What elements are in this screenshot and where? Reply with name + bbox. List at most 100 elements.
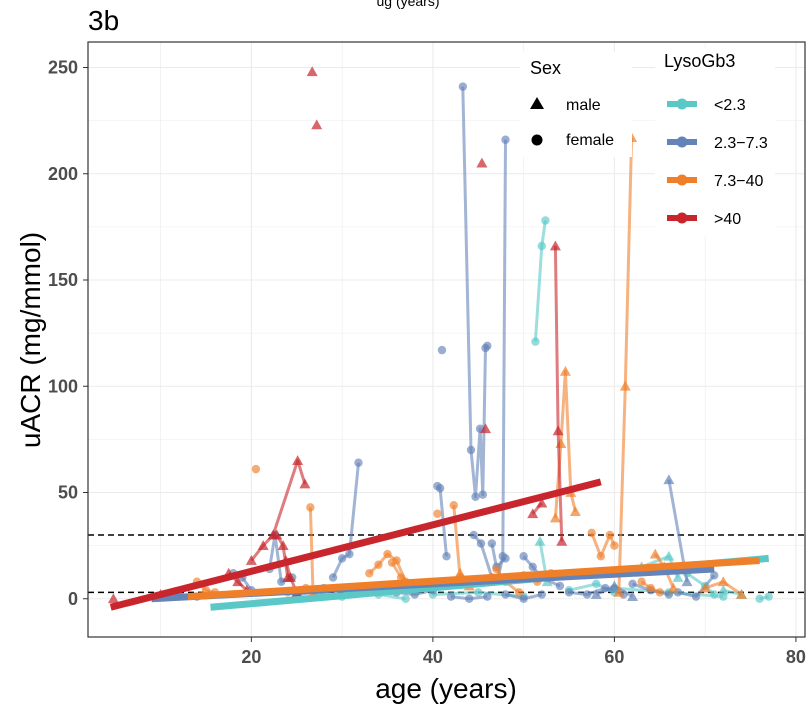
data-point-triangle bbox=[619, 380, 631, 391]
data-point-triangle bbox=[627, 591, 639, 602]
data-point-circle bbox=[476, 539, 486, 548]
y-axis-title: uACR (mg/mmol) bbox=[15, 232, 46, 448]
data-point-triangle bbox=[649, 548, 661, 559]
legend-lysogb3-label: <2.3 bbox=[714, 97, 746, 114]
trajectory-line bbox=[331, 462, 360, 579]
data-point-circle bbox=[383, 549, 392, 559]
data-point-triangle bbox=[107, 593, 119, 604]
data-point-circle bbox=[596, 552, 605, 561]
data-point-circle bbox=[328, 573, 338, 582]
data-point-circle bbox=[501, 135, 510, 144]
panel-border bbox=[87, 41, 806, 638]
data-point-triangle bbox=[454, 567, 466, 578]
data-point-circle bbox=[487, 539, 497, 548]
data-point-circle bbox=[449, 501, 458, 510]
legend-lysogb3-swatch-dot bbox=[676, 212, 688, 224]
data-point-triangle bbox=[672, 572, 684, 582]
data-point-circle bbox=[469, 530, 478, 540]
y-tick-label: 0 bbox=[68, 589, 78, 609]
data-point-triangle bbox=[681, 576, 693, 587]
data-point-triangle bbox=[569, 506, 581, 517]
panel-tag: 3b bbox=[88, 5, 119, 36]
legend-lysogb3-swatch-dot bbox=[676, 174, 688, 186]
data-point-circle bbox=[637, 577, 646, 586]
data-point-circle bbox=[483, 341, 492, 351]
legend-lysogb3-swatch-dot bbox=[676, 136, 688, 148]
data-point-circle bbox=[306, 503, 315, 512]
trend-lines bbox=[109, 478, 770, 611]
legend-sex: Sex male female bbox=[520, 52, 632, 157]
data-point-circle bbox=[541, 216, 550, 225]
data-point-circle bbox=[528, 562, 537, 572]
data-point-circle bbox=[764, 592, 773, 601]
data-point-triangle bbox=[299, 478, 311, 489]
data-point-circle bbox=[458, 82, 468, 91]
x-tick-label: 60 bbox=[604, 647, 624, 667]
data-point-triangle bbox=[667, 582, 679, 593]
data-point-triangle bbox=[549, 240, 561, 251]
data-point-circle bbox=[537, 590, 546, 599]
data-point-circle bbox=[519, 594, 528, 603]
data-point-circle bbox=[474, 588, 483, 597]
data-point-triangle bbox=[271, 529, 283, 540]
data-point-triangle bbox=[608, 580, 620, 591]
data-point-circle bbox=[435, 484, 445, 493]
trend-line bbox=[109, 478, 602, 611]
trajectory-line bbox=[590, 532, 616, 558]
data-point-triangle bbox=[699, 582, 711, 593]
data-point-circle bbox=[492, 564, 501, 574]
data-point-circle bbox=[401, 594, 410, 603]
data-point-circle bbox=[710, 571, 719, 580]
legend-lysogb3-swatch-dot bbox=[676, 98, 688, 110]
data-point-circle bbox=[592, 579, 601, 589]
data-point-circle bbox=[755, 594, 764, 603]
chart-title-fragment: ug (years) bbox=[376, 0, 439, 9]
legend-lysogb3-entries: <2.3 2.3−7.3 7.3−40 >40 bbox=[667, 97, 768, 228]
legend-male-label: male bbox=[566, 97, 601, 114]
legend-male-triangle-icon bbox=[530, 97, 544, 109]
data-point-triangle bbox=[311, 119, 323, 130]
data-point-triangle bbox=[306, 66, 318, 77]
data-point-circle bbox=[483, 592, 492, 601]
x-tick-label: 80 bbox=[786, 647, 806, 667]
data-point-circle bbox=[433, 509, 442, 518]
y-tick-label: 150 bbox=[48, 270, 78, 290]
legend-lysogb3-label: 7.3−40 bbox=[714, 173, 763, 190]
data-point-triangle bbox=[292, 455, 304, 466]
data-point-triangle bbox=[277, 540, 289, 551]
data-point-circle bbox=[605, 530, 615, 540]
x-axis-title: age (years) bbox=[375, 673, 517, 704]
data-point-circle bbox=[710, 590, 719, 599]
data-point-triangle bbox=[556, 535, 568, 546]
trajectory-line bbox=[308, 507, 315, 595]
data-point-circle bbox=[251, 464, 261, 474]
data-point-triangle bbox=[536, 497, 548, 508]
data-point-triangle bbox=[663, 474, 675, 485]
legend-lysogb3: LysoGb3 <2.3 2.3−7.3 7.3−40 >40 bbox=[655, 48, 775, 236]
data-point-triangle bbox=[549, 512, 561, 523]
y-axis-ticks: 0 50 100 150 200 250 bbox=[48, 58, 88, 609]
y-tick-label: 250 bbox=[48, 58, 78, 78]
data-point-circle bbox=[501, 554, 510, 563]
data-point-triangle bbox=[735, 589, 747, 599]
trend-line bbox=[187, 557, 760, 601]
data-point-triangle bbox=[559, 365, 571, 376]
data-point-triangle bbox=[232, 576, 244, 587]
legend-female-circle-icon bbox=[531, 134, 543, 146]
data-point-triangle bbox=[245, 555, 257, 565]
legend-female-label: female bbox=[566, 132, 614, 149]
data-point-circle bbox=[446, 592, 456, 601]
legend-lysogb3-label: >40 bbox=[714, 211, 741, 228]
data-point-circle bbox=[537, 241, 546, 251]
data-point-circle bbox=[514, 588, 524, 597]
data-point-circle bbox=[365, 569, 374, 578]
data-point-circle bbox=[564, 588, 574, 597]
data-point-circle bbox=[691, 592, 701, 601]
data-point-circle bbox=[466, 445, 476, 455]
data-point-circle bbox=[337, 554, 347, 563]
data-point-circle bbox=[442, 552, 451, 561]
data-point-circle bbox=[628, 579, 637, 589]
legend-lysogb3-title: LysoGb3 bbox=[664, 51, 735, 71]
data-point-triangle bbox=[590, 589, 602, 599]
